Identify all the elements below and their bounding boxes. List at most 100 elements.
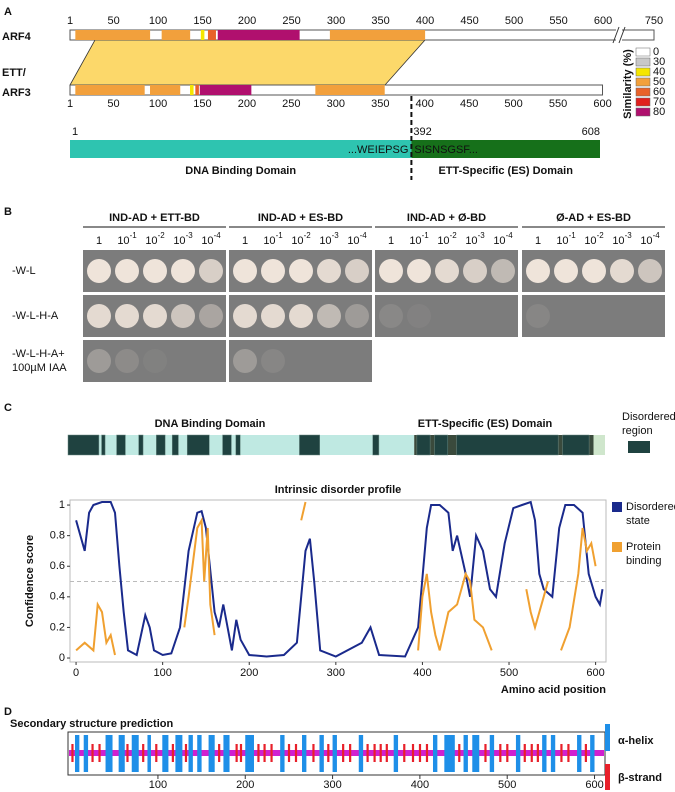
- dilution-exponent: -4: [214, 231, 222, 240]
- legend-label: 60: [653, 86, 665, 98]
- strand-mark: [385, 744, 388, 762]
- tick-label: 450: [460, 98, 478, 110]
- x-axis-label: Amino acid position: [501, 684, 606, 696]
- strand-mark: [425, 744, 429, 762]
- helix-mark: [162, 735, 169, 772]
- colony-spot: [115, 304, 139, 328]
- dilution-label: 10-3: [319, 231, 339, 247]
- strand-mark: [342, 744, 345, 762]
- x-tick-label: 300: [327, 667, 345, 679]
- sequence: ...WEIEPSG: [348, 144, 409, 156]
- similarity-segment: [195, 85, 199, 95]
- tick-label: 550: [549, 98, 567, 110]
- legend-swatch: [605, 764, 610, 790]
- helix-mark: [358, 735, 364, 772]
- y-tick-label: 0.8: [50, 530, 65, 542]
- similarity-segment: [315, 85, 385, 95]
- colony-spot: [491, 259, 515, 283]
- dilution-exponent: -3: [332, 231, 340, 240]
- chart-title: Intrinsic disorder profile: [275, 484, 402, 496]
- axis-break: [618, 26, 626, 44]
- dilution-label: 1: [535, 235, 541, 247]
- disordered-region: [456, 434, 559, 456]
- disordered-region: [372, 434, 380, 456]
- disordered-region: [186, 434, 210, 456]
- legend-swatch: [635, 97, 651, 107]
- strand-mark: [171, 744, 174, 762]
- helix-mark: [515, 735, 521, 772]
- dilution-label: 10-2: [584, 231, 604, 247]
- tick-label: 250: [282, 15, 300, 27]
- colony-spot: [289, 259, 313, 283]
- y-tick-label: 0: [59, 652, 65, 664]
- colony-spot: [582, 259, 606, 283]
- strand-mark: [379, 744, 382, 762]
- strand-mark: [567, 744, 570, 762]
- similarity-segment: [329, 30, 426, 40]
- dilution-label: 1: [96, 235, 102, 247]
- dilution-exponent: -3: [625, 231, 633, 240]
- strand-mark: [126, 744, 129, 762]
- axis-break: [616, 27, 622, 43]
- colony-spot: [87, 349, 111, 373]
- strand-mark: [257, 744, 260, 762]
- legend-swatch: [605, 724, 610, 751]
- helix-mark: [472, 735, 480, 772]
- dilution-exponent: -1: [569, 231, 577, 240]
- strand-mark: [366, 744, 369, 762]
- helix-mark: [332, 735, 337, 772]
- group-header: IND-AD + ES-BD: [258, 212, 343, 224]
- plate: [375, 295, 518, 337]
- tick-label: 750: [645, 15, 663, 27]
- dilution-exponent: -1: [422, 231, 430, 240]
- colony-spot: [261, 259, 285, 283]
- similarity-segment: [161, 30, 191, 40]
- x-tick-label: 200: [240, 667, 258, 679]
- dilution-base: 10: [465, 235, 477, 247]
- colony-spot: [87, 304, 111, 328]
- legend-swatch: [628, 441, 650, 453]
- helix-mark: [197, 735, 202, 772]
- dilution-exponent: -4: [506, 231, 514, 240]
- strand-mark: [235, 744, 238, 762]
- dilution-base: 1: [96, 235, 102, 247]
- tick-label: 500: [505, 15, 523, 27]
- strand-mark: [458, 744, 461, 762]
- colony-spot: [233, 304, 257, 328]
- strand-mark: [327, 744, 330, 762]
- helix-mark: [175, 735, 183, 772]
- strand-mark: [71, 744, 74, 762]
- plate: [522, 295, 665, 337]
- helix-mark: [83, 735, 89, 772]
- colony-spot: [233, 259, 257, 283]
- x-tick-label: 500: [498, 779, 516, 791]
- helix-mark: [393, 735, 399, 772]
- strand-mark: [523, 744, 526, 762]
- strand-mark: [184, 744, 188, 762]
- tick-label: 150: [193, 15, 211, 27]
- helix-mark: [208, 735, 215, 772]
- domain-track: [68, 435, 415, 455]
- helix-mark: [463, 735, 468, 772]
- panel-label: D: [4, 706, 12, 718]
- strand-mark: [560, 744, 563, 762]
- helix-mark: [105, 735, 113, 772]
- dilution-label: 10-1: [117, 231, 137, 247]
- x-tick-label: 100: [149, 779, 167, 791]
- dilution-base: 10: [612, 235, 624, 247]
- tick-label: 450: [460, 15, 478, 27]
- dilution-label: 10-2: [437, 231, 457, 247]
- strand-mark: [287, 744, 291, 762]
- domain-name: ETT-Specific (ES) Domain: [438, 165, 573, 177]
- tick-label: 300: [327, 15, 345, 27]
- region-legend-label: Disordered region: [622, 411, 675, 437]
- panel-title: Secondary structure prediction: [10, 718, 173, 730]
- tick-label: 100: [149, 15, 167, 27]
- similarity-segment: [150, 85, 181, 95]
- dilution-label: 10-4: [201, 231, 221, 247]
- medium-label: -W-L: [12, 265, 36, 277]
- dilution-label: 10-4: [347, 231, 367, 247]
- dilution-base: 10: [319, 235, 331, 247]
- x-tick-label: 400: [413, 667, 431, 679]
- tick-label: 50: [107, 15, 119, 27]
